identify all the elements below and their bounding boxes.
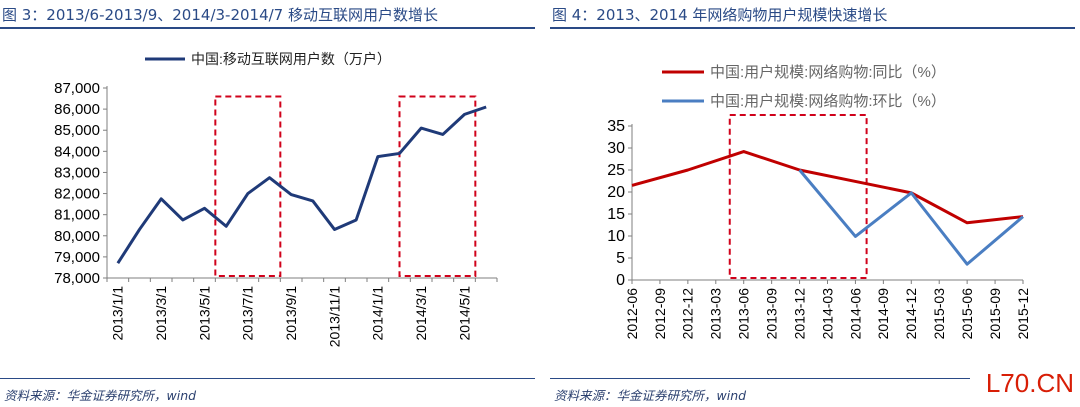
right-legend-label-1: 中国:用户规模:网络购物:同比（%） [710,64,946,81]
left-highlight-box [214,95,282,277]
left-source-note: 资料来源：华金证券研究所，wind [4,388,197,403]
right-y-tick-label: 35 [607,118,625,135]
left-y-tick-label: 78,000 [54,270,100,287]
right-legend-label-2: 中国:用户规模:网络购物:环比（%） [710,93,946,110]
left-x-tick-label: 2014/3/1 [413,286,429,341]
right-x-tick-label: 2014-06 [847,288,863,340]
right-title-rule [550,27,1075,29]
left-y-tick-label: 87,000 [54,80,100,97]
left-y-tick-label: 81,000 [54,207,100,224]
left-series-line-1 [116,105,487,265]
right-x-tick-label: 2015-09 [987,288,1003,340]
right-chart-svg: 0 5 10 15 20 25 30 35 2012-06 2012-09 2012-12 2013-… [607,64,1031,340]
watermark: L70.CN [985,368,1074,398]
left-y-tick-label: 79,000 [54,249,100,266]
left-y-tick-label: 85,000 [54,122,100,139]
right-x-tick-label: 2014-09 [875,288,891,340]
left-title-rule [0,27,535,29]
right-y-tick-label: 30 [607,140,625,157]
left-bottom-rule [0,378,535,379]
right-x-tick-label: 2012-06 [624,288,640,340]
left-chart-title: 图 3：2013/6-2013/9、2014/3-2014/7 移动互联网用户数… [2,6,438,24]
left-highlight-box [398,95,477,277]
right-chart-title: 图 4：2013、2014 年网络购物用户规模快速增长 [552,6,888,24]
left-y-tick-label: 83,000 [54,164,100,181]
right-chart-panel: 图 4：2013、2014 年网络购物用户规模快速增长 0 5 10 15 20 25 30… [550,0,1080,407]
right-x-tick-label: 2013-06 [736,288,752,340]
left-y-tick-label: 84,000 [54,143,100,160]
right-y-tick-label: 10 [607,228,625,245]
left-chart-svg: 78,000 79,000 80,000 81,000 82,000 83,000 84,0… [54,51,498,347]
right-y-tick-label: 20 [607,184,625,201]
left-x-tick-label: 2014/1/1 [370,286,386,341]
right-highlight-box [728,114,868,279]
right-x-tick-label: 2015-06 [959,288,975,340]
right-y-tick-label: 25 [607,162,625,179]
left-x-tick-label: 2013/3/1 [153,286,169,341]
right-x-tick-label: 2013-12 [791,288,807,340]
right-y-tick-label: 15 [607,206,625,223]
right-series-line-2 [798,169,1024,266]
left-y-tick-label: 86,000 [54,101,100,118]
left-chart-panel: 图 3：2013/6-2013/9、2014/3-2014/7 移动互联网用户数… [0,6,535,403]
left-x-tick-label: 2014/5/1 [456,286,472,341]
right-x-tick-label: 2015-12 [1015,288,1031,340]
left-y-tick-label: 82,000 [54,186,100,203]
right-x-tick-label: 2014-03 [819,288,835,340]
left-x-tick-label: 2013/11/1 [326,286,342,347]
right-series-line-1 [631,150,1024,225]
left-x-tick-label: 2013/9/1 [283,286,299,341]
right-bottom-rule [550,378,970,379]
left-x-tick-label: 2013/5/1 [196,286,212,341]
right-x-tick-label: 2015-03 [931,288,947,340]
left-legend-label-1: 中国:移动互联网用户数（万户） [191,51,391,67]
right-x-tick-label: 2014-12 [903,288,919,340]
right-x-tick-label: 2012-12 [680,288,696,340]
right-source-note: 资料来源：华金证券研究所，wind [554,388,747,403]
right-y-tick-label: 5 [616,250,625,267]
right-x-tick-label: 2013-09 [764,288,780,340]
right-x-tick-label: 2012-09 [652,288,668,340]
right-x-tick-label: 2013-03 [708,288,724,340]
right-y-tick-label: 0 [616,272,625,289]
left-x-tick-label: 2013/1/1 [110,286,126,341]
left-x-tick-label: 2013/7/1 [240,286,256,341]
left-y-tick-label: 80,000 [54,228,100,245]
